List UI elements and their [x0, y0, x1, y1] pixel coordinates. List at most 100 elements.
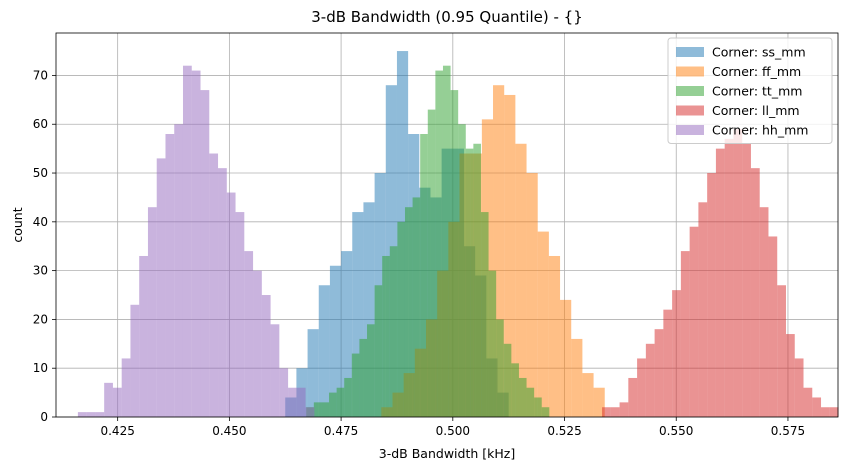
- bar: [344, 377, 352, 417]
- legend-label: Corner: ff_mm: [712, 64, 801, 79]
- bar: [112, 387, 122, 417]
- bar: [367, 324, 375, 417]
- legend-swatch: [676, 66, 704, 77]
- bar: [341, 251, 353, 417]
- bar: [534, 397, 542, 417]
- bar: [785, 334, 795, 417]
- bar: [130, 304, 140, 417]
- bar: [389, 246, 398, 417]
- bar: [374, 285, 383, 417]
- bar: [279, 368, 289, 417]
- bar: [307, 329, 319, 417]
- bar: [313, 402, 322, 417]
- x-axis-ticks: 0.425 0.450 0.475 0.500 0.525 0.550 0.575: [100, 417, 805, 438]
- bar: [95, 412, 105, 417]
- bar: [593, 387, 605, 417]
- legend-label: Corner: ss_mm: [712, 45, 806, 60]
- bar: [77, 412, 87, 417]
- series-corner-tt-mm: [306, 65, 550, 418]
- bar: [288, 387, 297, 417]
- legend: Corner: ss_mm Corner: ff_mm Corner: tt_mm C…: [667, 37, 833, 144]
- x-axis-label: 3-dB Bandwidth [kHz]: [379, 446, 515, 461]
- bar: [209, 153, 219, 417]
- bar: [182, 65, 192, 418]
- y-tick-label: 40: [33, 215, 48, 229]
- y-tick-label: 50: [33, 166, 48, 180]
- bar: [218, 168, 227, 417]
- bar: [174, 124, 183, 418]
- y-tick-label: 20: [33, 312, 48, 326]
- bar: [541, 407, 550, 417]
- bar: [270, 324, 280, 417]
- bar: [821, 407, 830, 417]
- bar: [504, 94, 516, 417]
- bar: [803, 387, 813, 417]
- bar: [305, 407, 315, 417]
- bar: [329, 392, 337, 417]
- bar: [503, 343, 512, 417]
- bar: [537, 231, 549, 417]
- bar: [363, 202, 375, 417]
- bar: [526, 173, 538, 417]
- bar: [235, 212, 245, 417]
- bar: [165, 134, 175, 417]
- bar: [518, 377, 527, 417]
- bar: [200, 90, 210, 417]
- bar: [397, 221, 405, 417]
- chart-title: 3-dB Bandwidth (0.95 Quantile) - {}: [311, 8, 583, 26]
- legend-label: Corner: ll_mm: [712, 103, 800, 118]
- bar: [715, 148, 725, 417]
- bar: [707, 173, 716, 417]
- bar: [560, 299, 572, 417]
- bar: [104, 382, 113, 417]
- bar: [139, 255, 148, 417]
- bar: [412, 197, 421, 417]
- bar: [321, 402, 330, 417]
- bar: [812, 397, 822, 417]
- bar: [794, 358, 804, 417]
- axes-border: [55, 32, 839, 418]
- bar: [602, 407, 611, 417]
- y-axis-ticks: 0 10 20 30 40 50 60 70: [33, 68, 56, 424]
- bar: [750, 168, 760, 417]
- bar: [733, 129, 743, 417]
- bar: [336, 387, 345, 417]
- y-tick-label: 10: [33, 361, 48, 375]
- bar: [404, 207, 413, 417]
- bar: [253, 270, 262, 417]
- bar: [352, 212, 364, 417]
- y-axis-label: count: [10, 207, 25, 242]
- bar: [435, 70, 443, 417]
- bar: [121, 358, 131, 417]
- bar: [680, 251, 690, 417]
- bar: [777, 285, 786, 417]
- bar: [359, 338, 368, 417]
- x-tick-label: 0.425: [100, 424, 134, 438]
- legend-swatch: [676, 86, 704, 96]
- legend-swatch: [676, 47, 704, 57]
- bar: [156, 158, 166, 418]
- bar: [191, 70, 201, 417]
- bar: [768, 236, 778, 417]
- bar: [488, 270, 497, 417]
- bar: [493, 85, 505, 418]
- x-tick-label: 0.500: [436, 424, 470, 438]
- bar: [427, 109, 436, 417]
- x-tick-label: 0.550: [659, 424, 693, 438]
- y-tick-label: 70: [33, 68, 48, 82]
- bar: [318, 285, 330, 417]
- bar: [480, 212, 489, 417]
- bar: [329, 265, 342, 417]
- x-tick-label: 0.475: [324, 424, 358, 438]
- legend-label: Corner: hh_mm: [712, 123, 808, 138]
- histogram-bars: [77, 51, 839, 418]
- bar: [420, 134, 428, 417]
- bar: [759, 207, 769, 417]
- bar: [698, 202, 708, 417]
- bar: [458, 124, 466, 418]
- x-tick-label: 0.575: [771, 424, 805, 438]
- bar: [689, 226, 699, 417]
- series-corner-hh-mm: [77, 65, 315, 418]
- bar: [645, 343, 655, 417]
